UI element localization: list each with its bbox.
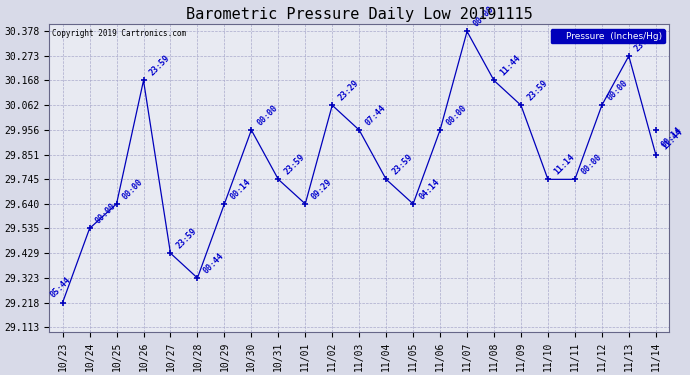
- Text: 11:14: 11:14: [552, 153, 576, 177]
- Text: 04:14: 04:14: [417, 177, 442, 201]
- Text: 00:00: 00:00: [94, 202, 118, 226]
- Text: 11:44: 11:44: [498, 54, 522, 78]
- Text: 00:14: 00:14: [228, 177, 253, 201]
- Text: 09:29: 09:29: [309, 177, 333, 201]
- Text: 23:59: 23:59: [148, 54, 172, 78]
- Text: 23:59: 23:59: [525, 78, 549, 102]
- Text: 00:44: 00:44: [201, 251, 226, 275]
- Text: 00:00: 00:00: [121, 177, 145, 201]
- Legend: Pressure  (Inches/Hg): Pressure (Inches/Hg): [551, 29, 664, 44]
- Text: Copyright 2019 Cartronics.com: Copyright 2019 Cartronics.com: [52, 29, 186, 38]
- Text: 00:00: 00:00: [579, 153, 603, 177]
- Text: 00:00: 00:00: [606, 78, 630, 102]
- Text: 23:59: 23:59: [282, 153, 306, 177]
- Text: 00:14: 00:14: [660, 126, 684, 150]
- Text: 07:44: 07:44: [364, 103, 387, 127]
- Text: 23:29: 23:29: [337, 78, 360, 102]
- Title: Barometric Pressure Daily Low 20191115: Barometric Pressure Daily Low 20191115: [186, 7, 533, 22]
- Text: 00:00: 00:00: [471, 4, 495, 28]
- Text: 11:44: 11:44: [660, 128, 684, 152]
- Text: 23:59: 23:59: [633, 29, 657, 53]
- Text: 00:00: 00:00: [255, 103, 279, 127]
- Text: 00:00: 00:00: [444, 103, 469, 127]
- Text: 23:59: 23:59: [391, 153, 415, 177]
- Text: 05:44: 05:44: [49, 276, 72, 300]
- Text: 23:59: 23:59: [175, 226, 199, 251]
